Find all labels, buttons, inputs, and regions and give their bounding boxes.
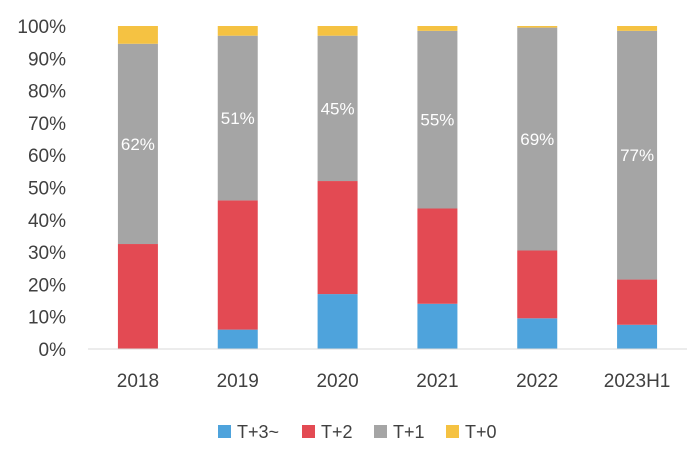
bar-segment-t2: [617, 279, 658, 325]
y-tick-label: 80%: [28, 82, 66, 103]
bar-segment-t2: [417, 208, 458, 304]
y-tick-label: 20%: [28, 275, 66, 296]
legend-swatch: [218, 425, 231, 438]
x-tick-label: 2021: [416, 371, 458, 392]
data-label: 55%: [420, 111, 454, 130]
bar-segment-t1: [217, 35, 258, 201]
bar-segment-t0: [317, 26, 358, 36]
y-tick-label: 90%: [28, 49, 66, 70]
bar-segment-t2: [117, 244, 158, 349]
y-tick-label: 0%: [39, 340, 67, 361]
bar-segment-t1: [617, 30, 658, 280]
y-tick-label: 60%: [28, 146, 66, 167]
bar-segment-t0: [517, 26, 558, 28]
y-tick-label: 70%: [28, 114, 66, 135]
legend: T+3~ T+2 T+1 T+0: [218, 422, 497, 442]
legend-swatch: [302, 425, 315, 438]
legend-item: T+3~: [218, 422, 279, 442]
legend-item: T+1: [374, 422, 425, 442]
y-tick-label: 10%: [28, 308, 66, 329]
bar-segment-t3: [517, 318, 558, 349]
x-tick-label: 2023H1: [604, 371, 671, 392]
x-tick-label: 2019: [217, 371, 259, 392]
bar-segment-t1: [317, 35, 358, 182]
data-labels: 62% 51% 45% 55% 69% 77%: [121, 99, 654, 165]
y-tick-label: 50%: [28, 179, 66, 200]
bar-segment-t3: [617, 324, 658, 349]
bar-segment-t0: [217, 26, 258, 36]
legend-item: T+0: [446, 422, 497, 442]
bar-segment-t1: [517, 27, 558, 251]
data-label: 69%: [520, 130, 554, 149]
y-axis: 0% 10% 20% 30% 40% 50% 60% 70% 80% 90% 100%: [17, 17, 66, 361]
legend-label: T+1: [393, 422, 425, 442]
bar-segment-t2: [217, 200, 258, 330]
bar-segment-t0: [117, 26, 158, 44]
x-tick-label: 2020: [316, 371, 358, 392]
bar-segment-t0: [417, 26, 458, 31]
legend-label: T+0: [465, 422, 497, 442]
legend-swatch: [446, 425, 459, 438]
y-tick-label: 40%: [28, 211, 66, 232]
bar-segment-t3: [417, 303, 458, 349]
x-axis: 2018 2019 2020 2021 2022 2023H1: [117, 371, 671, 392]
x-tick-label: 2018: [117, 371, 159, 392]
bar-segment-t3: [217, 329, 258, 349]
bar-segment-t1: [117, 43, 158, 245]
y-tick-label: 30%: [28, 243, 66, 264]
bar-segment-t0: [617, 26, 658, 31]
data-label: 45%: [321, 99, 355, 118]
bar-segment-t2: [517, 250, 558, 319]
legend-label: T+2: [321, 422, 353, 442]
y-tick-label: 100%: [17, 17, 66, 38]
data-label: 51%: [221, 109, 255, 128]
bar-segment-t2: [317, 181, 358, 295]
bar-segment-t1: [417, 30, 458, 209]
legend-label: T+3~: [237, 422, 279, 442]
bars: [117, 26, 658, 349]
data-label: 77%: [620, 146, 654, 165]
legend-swatch: [374, 425, 387, 438]
x-tick-label: 2022: [516, 371, 558, 392]
legend-item: T+2: [302, 422, 353, 442]
bar-segment-t3: [317, 294, 358, 349]
data-label: 62%: [121, 135, 155, 154]
